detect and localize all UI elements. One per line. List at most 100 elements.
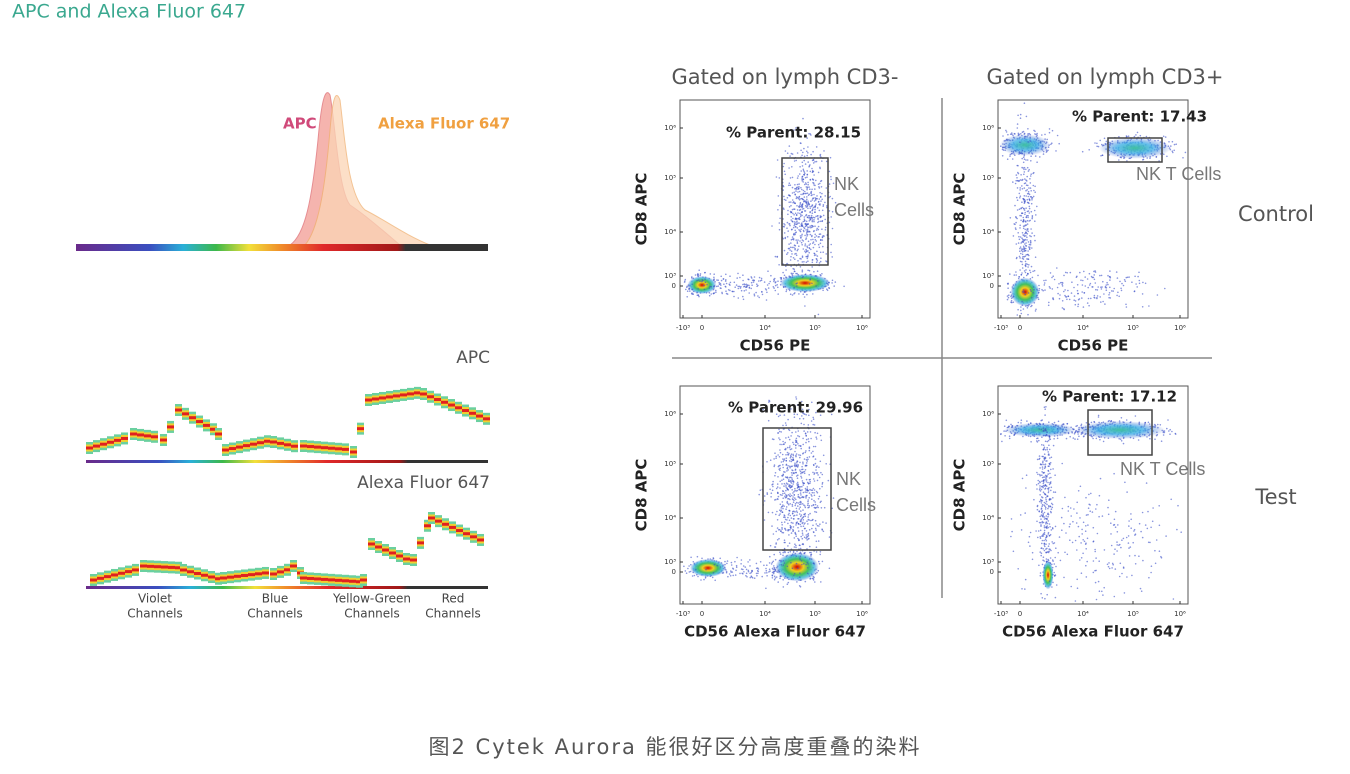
event-dot [1136,131,1139,134]
event-dot [1119,280,1121,283]
event-dot [1012,284,1015,286]
event-dot [803,159,805,162]
event-dot [1053,542,1056,544]
event-dot [756,569,759,572]
event-dot [807,500,809,503]
event-dot [1040,592,1042,595]
event-dot [834,281,837,283]
event-dot [810,153,812,156]
event-dot [800,422,803,425]
event-dot [688,565,690,567]
event-dot [1012,295,1015,298]
event-dot [793,129,795,131]
event-dot [779,493,782,496]
event-dot [790,458,793,461]
event-dot [783,482,786,485]
event-dot [799,201,802,204]
event-dot [813,182,815,184]
event-dot [797,430,800,432]
event-dot [806,246,809,249]
event-dot [1108,294,1110,296]
event-dot [782,531,785,534]
event-dot [705,568,707,571]
event-dot [1024,293,1026,296]
event-dot [1021,304,1024,307]
event-dot [807,502,809,505]
event-dot [795,398,798,400]
x-tick-label: 10⁵ [809,324,821,332]
gate-stat: % Parent: 17.43 [1072,108,1207,126]
event-dot [810,519,812,522]
event-dot [756,567,759,569]
event-dot [801,154,803,157]
event-dot [1027,266,1029,268]
event-dot [1044,408,1046,411]
event-dot [819,182,821,185]
event-dot [1026,159,1029,161]
event-dot [775,530,777,533]
event-dot [799,212,801,215]
event-dot [1027,313,1029,316]
event-dot [816,227,818,230]
event-dot [1022,241,1025,244]
event-dot [1021,185,1023,187]
event-dot [801,165,804,167]
y-tick-label: 0 [672,282,676,290]
event-dot [819,215,822,217]
event-dot [800,503,802,505]
event-dot [803,482,805,485]
event-dot [806,137,808,139]
event-dot [780,509,783,512]
event-dot [1045,498,1047,501]
event-dot [1036,132,1038,135]
event-dot [771,577,774,579]
event-dot [790,201,792,203]
event-dot [697,274,699,277]
event-dot [1023,166,1026,169]
event-dot [1045,151,1048,153]
event-dot [777,293,779,295]
event-dot [1026,229,1028,231]
event-dot [742,274,744,277]
event-dot [1029,140,1032,142]
event-dot [1075,276,1078,279]
event-dot [769,280,771,283]
event-dot [1020,252,1022,255]
event-dot [784,285,787,288]
event-dot [802,275,804,278]
event-dot [792,522,794,524]
event-dot [758,493,760,496]
signature-step [356,580,363,584]
event-dot [819,155,821,157]
event-dot [813,499,815,502]
event-dot [1046,431,1048,434]
event-dot [1078,435,1080,438]
event-dot [715,285,718,288]
signature-step [161,565,168,569]
event-dot [790,454,792,457]
event-dot [806,250,808,252]
event-dot [1054,491,1057,494]
event-dot [815,258,818,260]
event-dot [773,575,776,578]
event-dot [1049,526,1051,528]
event-dot [1148,305,1150,307]
event-dot [777,286,779,289]
event-dot [771,511,774,514]
y-tick-label: 10⁶ [982,124,994,132]
event-dot [788,206,791,208]
event-dot [748,284,750,287]
event-dot [796,460,798,463]
event-dot [828,170,831,173]
event-dot [780,575,782,578]
event-dot [691,288,694,291]
event-dot [694,274,697,276]
event-dot [1022,240,1025,242]
event-dot [1048,486,1050,489]
signature-step [441,400,448,404]
event-dot [818,466,820,469]
event-dot [800,241,803,244]
event-dot [1082,435,1085,438]
event-dot [806,486,809,488]
event-dot [788,223,790,225]
